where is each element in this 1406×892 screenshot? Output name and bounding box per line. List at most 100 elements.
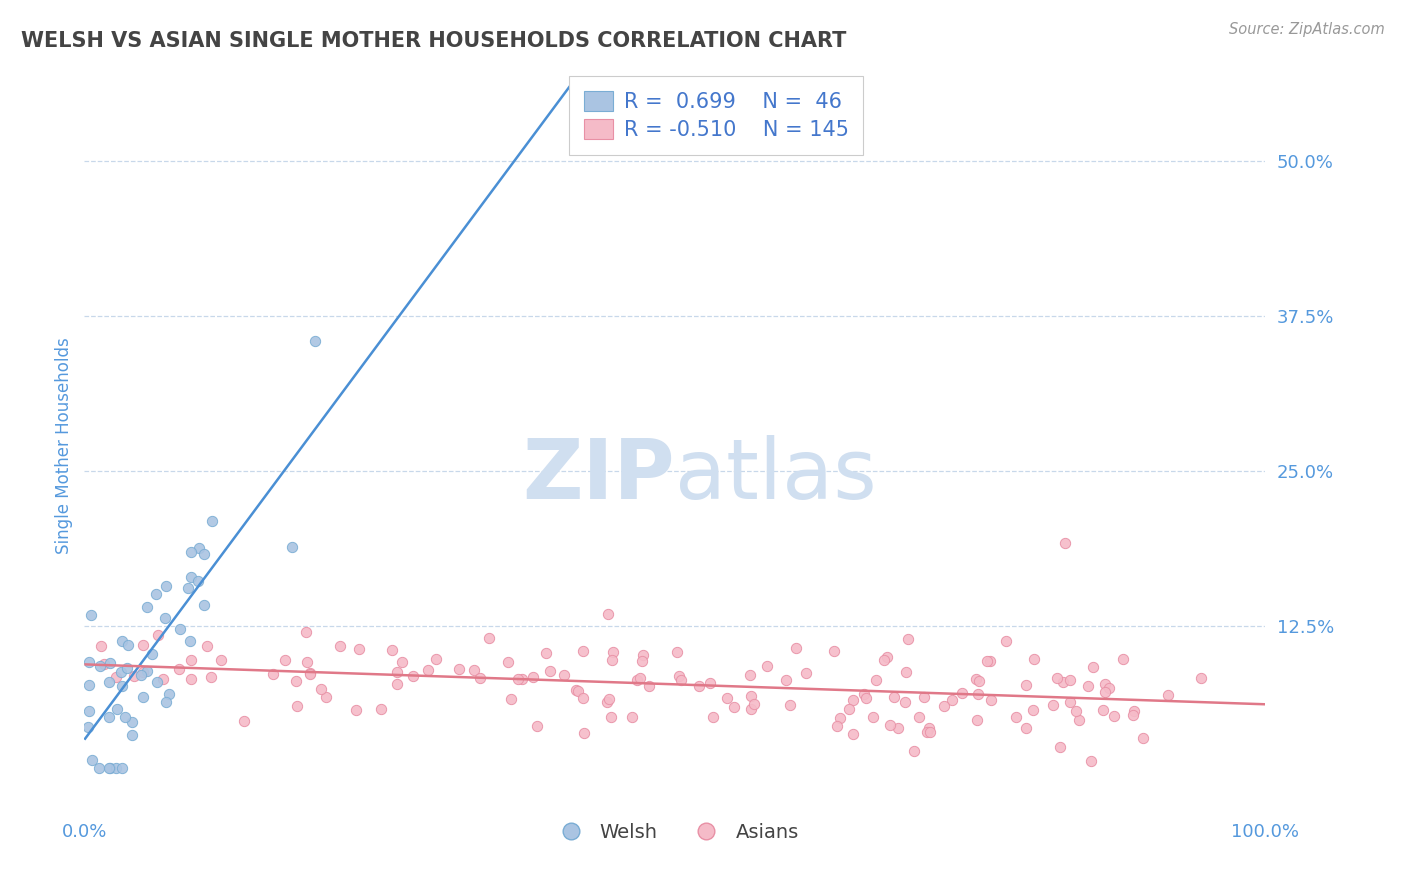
Point <box>740 689 762 703</box>
Point <box>177 581 200 595</box>
Point <box>180 653 202 667</box>
Point <box>596 607 619 621</box>
Point <box>111 761 134 775</box>
Point <box>97 761 120 775</box>
Point <box>574 726 596 740</box>
Point <box>628 671 651 685</box>
Point <box>522 670 544 684</box>
Point <box>538 664 561 678</box>
Point <box>918 725 941 739</box>
Point <box>232 714 254 728</box>
Point <box>169 622 191 636</box>
Point <box>894 695 917 709</box>
Point <box>1022 703 1045 717</box>
Point <box>97 710 120 724</box>
Point <box>146 628 169 642</box>
Point <box>425 652 447 666</box>
Point <box>385 677 408 691</box>
Point <box>879 718 901 732</box>
Point <box>825 719 848 733</box>
Text: WELSH VS ASIAN SINGLE MOTHER HOUSEHOLDS CORRELATION CHART: WELSH VS ASIAN SINGLE MOTHER HOUSEHOLDS … <box>21 31 846 51</box>
Point <box>896 665 918 680</box>
Point <box>97 675 120 690</box>
Point <box>1005 710 1028 724</box>
Point <box>153 611 176 625</box>
Point <box>932 698 955 713</box>
Point <box>1094 677 1116 691</box>
Point <box>596 695 619 709</box>
Point <box>976 654 998 668</box>
Point <box>1080 755 1102 769</box>
Point <box>1022 652 1045 666</box>
Point <box>141 647 163 661</box>
Point <box>135 664 157 678</box>
Point <box>1049 740 1071 755</box>
Point <box>385 665 408 679</box>
Point <box>193 547 215 561</box>
Point <box>193 598 215 612</box>
Point <box>80 607 103 622</box>
Point <box>1102 709 1125 723</box>
Point <box>129 667 152 681</box>
Point <box>1123 704 1146 718</box>
Point <box>1046 671 1069 685</box>
Point <box>912 690 935 704</box>
Point <box>274 652 297 666</box>
Point <box>122 669 145 683</box>
Point <box>381 643 404 657</box>
Point <box>966 687 988 701</box>
Point <box>823 643 845 657</box>
Point <box>1042 698 1064 713</box>
Point <box>941 693 963 707</box>
Point <box>145 675 167 690</box>
Point <box>626 673 648 688</box>
Point <box>980 693 1002 707</box>
Legend: Welsh, Asians: Welsh, Asians <box>543 815 807 849</box>
Point <box>200 670 222 684</box>
Point <box>370 701 392 715</box>
Point <box>1076 679 1098 693</box>
Point <box>1156 689 1178 703</box>
Text: Source: ZipAtlas.com: Source: ZipAtlas.com <box>1229 22 1385 37</box>
Point <box>299 665 322 680</box>
Point <box>478 631 501 645</box>
Point <box>915 725 938 739</box>
Point <box>779 698 801 712</box>
Point <box>315 690 337 704</box>
Point <box>209 653 232 667</box>
Point <box>853 687 876 701</box>
Point <box>391 655 413 669</box>
Point <box>344 704 367 718</box>
Point <box>1015 678 1038 692</box>
Point <box>638 679 661 693</box>
Point <box>463 663 485 677</box>
Point <box>1091 703 1114 717</box>
Point <box>100 656 122 670</box>
Point <box>179 634 201 648</box>
Point <box>98 761 121 775</box>
Point <box>855 691 877 706</box>
Point <box>887 722 910 736</box>
Point <box>526 719 548 733</box>
Point <box>534 647 557 661</box>
Point <box>883 690 905 704</box>
Point <box>567 684 589 698</box>
Point <box>1059 673 1081 688</box>
Point <box>668 669 690 683</box>
Point <box>132 665 155 679</box>
Point <box>865 673 887 687</box>
Point <box>828 711 851 725</box>
Point <box>132 638 155 652</box>
Y-axis label: Single Mother Households: Single Mother Households <box>55 338 73 554</box>
Point <box>121 728 143 742</box>
Point <box>620 710 643 724</box>
Point <box>180 544 202 558</box>
Point <box>111 634 134 648</box>
Point <box>117 638 139 652</box>
Point <box>565 682 588 697</box>
Point <box>979 654 1001 668</box>
Point <box>1067 713 1090 727</box>
Point <box>775 673 797 687</box>
Point <box>966 714 988 728</box>
Point <box>401 669 423 683</box>
